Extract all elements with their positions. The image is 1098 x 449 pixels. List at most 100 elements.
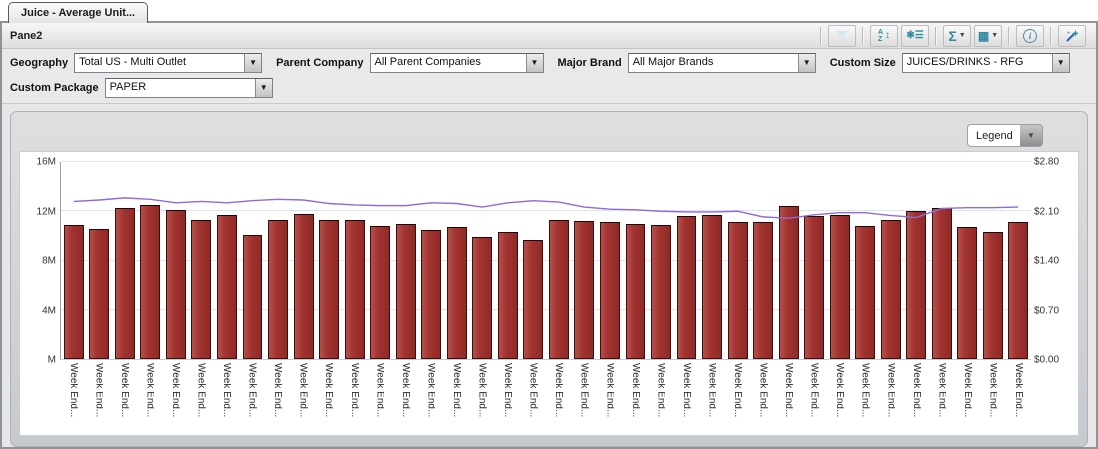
left-axis-tick: 12M [36, 206, 56, 217]
chevron-down-icon: ▼ [991, 32, 999, 39]
x-axis-label: Week End... [706, 363, 717, 418]
x-axis-label: Week End... [450, 363, 461, 418]
volume-bar[interactable] [599, 222, 620, 359]
left-axis-tick: M [47, 354, 56, 366]
legend-arrow-button[interactable]: ▼ [1020, 125, 1042, 146]
chevron-down-icon: ▼ [1027, 130, 1035, 140]
volume-bar[interactable] [114, 207, 135, 359]
tab-juice-average-unit[interactable]: Juice - Average Unit... [8, 2, 149, 23]
volume-bar[interactable] [548, 219, 569, 359]
chart-area: 16M 12M 8M 4M M $2.80 $2.10 $1.40 $0.70 $0.00 We… [19, 151, 1079, 436]
grid-format-button[interactable]: ▦ ▼ [974, 24, 1002, 47]
volume-bar[interactable] [829, 214, 850, 359]
x-axis-label: Week End... [578, 363, 589, 418]
volume-bar[interactable] [344, 219, 365, 359]
gridline [61, 161, 1031, 162]
volume-bar[interactable] [651, 224, 671, 359]
dropdown-arrow-button[interactable]: ▼ [254, 79, 272, 97]
filter-label: Parent Company [276, 57, 364, 69]
volume-bar[interactable] [497, 232, 518, 359]
geography-dropdown[interactable]: Total US - Multi Outlet ▼ [74, 53, 263, 73]
filter-label: Geography [10, 57, 69, 69]
totals-button[interactable]: Σ ▼ [943, 24, 971, 47]
parent-company-dropdown[interactable]: All Parent Companies ▼ [369, 53, 544, 73]
x-axis-label: Week End... [885, 363, 896, 418]
volume-bar[interactable] [625, 223, 646, 359]
volume-bar[interactable] [906, 211, 927, 359]
volume-bar[interactable] [676, 216, 697, 359]
major-brand-dropdown[interactable]: All Major Brands ▼ [627, 53, 816, 73]
design-button[interactable] [1058, 24, 1086, 47]
right-axis-tick: $0.70 [1034, 305, 1060, 316]
volume-bar[interactable] [574, 221, 595, 359]
volume-bar[interactable] [753, 222, 774, 359]
volume-bar[interactable] [293, 213, 314, 359]
x-axis-label: Week End... [783, 363, 794, 418]
left-axis-tick: 4M [42, 305, 56, 316]
geography-value: Total US - Multi Outlet [79, 56, 187, 68]
filter-label: Custom Package [10, 82, 99, 94]
volume-bar[interactable] [89, 228, 110, 359]
volume-bar[interactable] [140, 205, 161, 359]
gridline [61, 259, 1031, 261]
x-axis-label: Week End... [655, 363, 666, 418]
volume-bar[interactable] [727, 222, 748, 359]
volume-bar[interactable] [165, 210, 186, 359]
filter-row-2: Custom Package PAPER ▼ [10, 78, 1088, 98]
custom-size-dropdown[interactable]: JUICES/DRINKS - RFG ▼ [901, 53, 1070, 73]
volume-bar[interactable] [804, 216, 825, 359]
sort-arrows-icon: ↕ [885, 30, 891, 41]
pane-title: Pane2 [10, 29, 43, 42]
x-axis-label: Week End... [348, 363, 359, 418]
dropdown-arrow-button[interactable]: ▼ [797, 54, 815, 72]
volume-bar[interactable] [957, 227, 978, 359]
left-axis: 16M 12M 8M 4M M [20, 157, 60, 366]
x-axis-label: Week End... [246, 363, 257, 418]
filter-label: Custom Size [829, 57, 896, 69]
x-axis-label: Week End... [221, 363, 232, 418]
filter-row-1: Geography Total US - Multi Outlet ▼ Pare… [10, 53, 1088, 73]
legend-dropdown[interactable]: Legend ▼ [967, 124, 1043, 147]
volume-bar[interactable] [1008, 222, 1029, 359]
dropdown-arrow-button[interactable]: ▼ [1051, 54, 1069, 72]
volume-bar[interactable] [217, 214, 237, 359]
dropdown-arrow-button[interactable]: ▼ [525, 54, 543, 72]
right-axis-tick: $2.80 [1034, 156, 1060, 168]
volume-bar[interactable] [63, 224, 84, 359]
chevron-down-icon: ▼ [958, 32, 966, 39]
volume-bar[interactable] [778, 206, 799, 359]
x-axis-label: Week End... [987, 363, 998, 418]
volume-bar[interactable] [395, 223, 416, 359]
dropdown-arrow-button[interactable]: ▼ [244, 54, 262, 72]
volume-bar[interactable] [523, 239, 544, 359]
x-axis-labels: Week End... Week End... Week End... Week En… [60, 360, 1031, 435]
toolbar-separator [1050, 26, 1052, 45]
banding-button[interactable]: ✱☰ [901, 24, 929, 47]
x-axis-label: Week End... [374, 363, 385, 418]
volume-bar[interactable] [855, 226, 876, 359]
x-axis-label: Week End... [961, 363, 972, 418]
volume-bar[interactable] [370, 226, 391, 359]
volume-bar[interactable] [421, 229, 442, 359]
x-axis-label: Week End... [910, 363, 921, 418]
plot-area [60, 161, 1031, 360]
volume-bar[interactable] [880, 219, 901, 359]
toolbar-separator [862, 26, 864, 45]
custom-package-dropdown[interactable]: PAPER ▼ [104, 78, 273, 98]
toolbar-separator [935, 26, 937, 45]
volume-bar[interactable] [982, 232, 1003, 359]
volume-bar[interactable] [702, 214, 722, 359]
volume-bar[interactable] [242, 234, 263, 359]
info-button[interactable]: i [1016, 24, 1044, 47]
filter-button[interactable] [828, 24, 856, 47]
volume-bar[interactable] [472, 237, 493, 359]
volume-bar[interactable] [191, 219, 212, 359]
volume-bar[interactable] [319, 219, 340, 359]
x-axis-label: Week End... [297, 363, 308, 418]
volume-bar[interactable] [268, 219, 288, 359]
volume-bar[interactable] [446, 227, 467, 359]
